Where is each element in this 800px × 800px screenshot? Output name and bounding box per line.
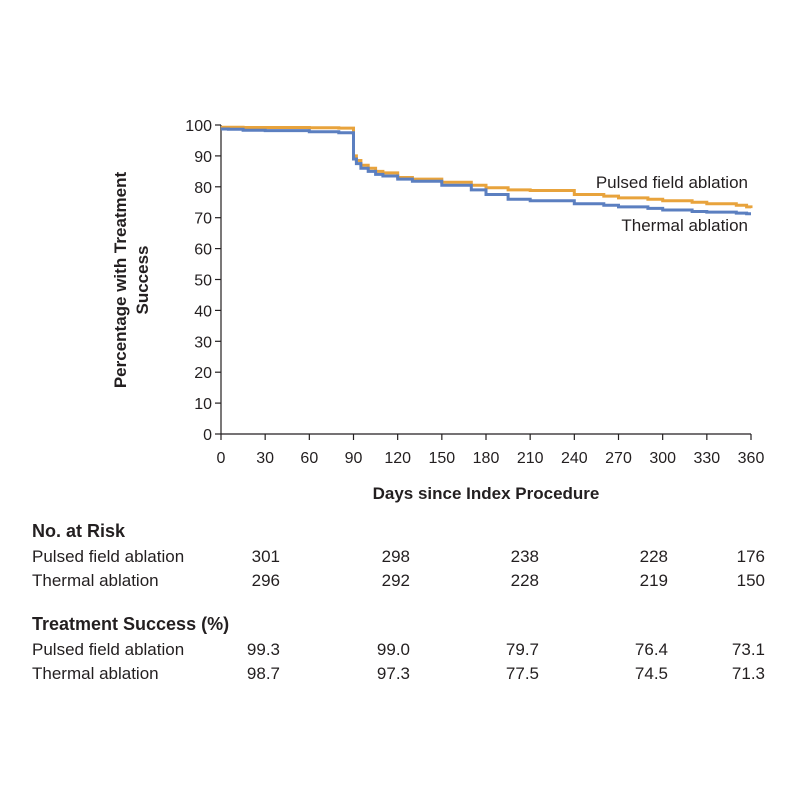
- x-tick-label: 120: [384, 450, 411, 467]
- x-tick-label: 210: [517, 450, 544, 467]
- y-tick-label: 50: [194, 273, 212, 290]
- at-risk-row-thermal: Thermal ablation 296 292 228 219 150: [32, 569, 772, 593]
- cell: 301: [251, 547, 280, 566]
- success-table: Pulsed field ablation 99.3 99.0 79.7 76.…: [32, 638, 772, 688]
- y-tick-label: 80: [194, 180, 212, 197]
- x-tick-label: 270: [605, 450, 632, 467]
- y-tick-label: 30: [194, 334, 212, 351]
- cell: 150: [736, 571, 765, 590]
- success-row-pfa: Pulsed field ablation 99.3 99.0 79.7 76.…: [32, 638, 772, 662]
- axes: 0 10 20 30 40 50 60 70 80 90 100 0 30 60 90 120 150 180 21…: [185, 118, 764, 467]
- km-chart: 0 10 20 30 40 50 60 70 80 90 100 0 30 60 90 120 150 180 21…: [111, 118, 764, 503]
- cell: 73.1: [731, 640, 765, 659]
- y-tick-label: 0: [203, 427, 212, 444]
- cell: 99.0: [376, 640, 410, 659]
- curve-thermal-ablation: [221, 127, 751, 216]
- x-tick-label: 180: [473, 450, 500, 467]
- label-thermal-ablation: Thermal ablation: [621, 216, 748, 235]
- curve-pulsed-field-ablation: [221, 125, 753, 209]
- cell: 176: [736, 547, 765, 566]
- y-tick-label: 90: [194, 149, 212, 166]
- cell: 79.7: [505, 640, 539, 659]
- x-axis-title: Days since Index Procedure: [373, 484, 600, 503]
- y-tick-label: 70: [194, 211, 212, 228]
- y-axis-title-line1: Percentage with Treatment: [111, 171, 130, 388]
- cell: 238: [510, 547, 539, 566]
- cell: 298: [381, 547, 410, 566]
- at-risk-table: Pulsed field ablation 301 298 238 228 17…: [32, 545, 772, 595]
- cell: 296: [251, 571, 280, 590]
- cell: 228: [510, 571, 539, 590]
- y-tick-label: 20: [194, 365, 212, 382]
- cell: 77.5: [505, 664, 539, 683]
- x-tick-label: 60: [300, 450, 318, 467]
- cell: 97.3: [376, 664, 410, 683]
- row-label: Pulsed field ablation: [32, 547, 185, 566]
- cell: 71.3: [731, 664, 765, 683]
- cell: 292: [381, 571, 410, 590]
- success-title: Treatment Success (%): [32, 614, 230, 634]
- row-label: Thermal ablation: [32, 664, 159, 683]
- at-risk-title: No. at Risk: [32, 521, 126, 541]
- row-label: Pulsed field ablation: [32, 640, 185, 659]
- x-tick-label: 360: [738, 450, 765, 467]
- row-label: Thermal ablation: [32, 571, 159, 590]
- label-pulsed-field-ablation: Pulsed field ablation: [596, 173, 748, 192]
- y-tick-label: 10: [194, 396, 212, 413]
- cell: 219: [639, 571, 668, 590]
- x-tick-label: 150: [428, 450, 455, 467]
- y-tick-label: 100: [185, 118, 212, 135]
- x-tick-label: 30: [256, 450, 274, 467]
- cell: 74.5: [634, 664, 668, 683]
- cell: 228: [639, 547, 668, 566]
- x-tick-label: 330: [693, 450, 720, 467]
- x-tick-label: 0: [217, 450, 226, 467]
- y-axis-title-line2: Success: [133, 246, 152, 315]
- at-risk-row-pfa: Pulsed field ablation 301 298 238 228 17…: [32, 545, 772, 569]
- cell: 98.7: [246, 664, 280, 683]
- cell: 76.4: [634, 640, 668, 659]
- x-tick-label: 300: [649, 450, 676, 467]
- cell: 99.3: [246, 640, 280, 659]
- y-tick-label: 40: [194, 303, 212, 320]
- x-tick-label: 240: [561, 450, 588, 467]
- success-row-thermal: Thermal ablation 98.7 97.3 77.5 74.5 71.…: [32, 662, 772, 686]
- y-tick-label: 60: [194, 242, 212, 259]
- survival-curves: [221, 125, 753, 216]
- x-tick-label: 90: [345, 450, 363, 467]
